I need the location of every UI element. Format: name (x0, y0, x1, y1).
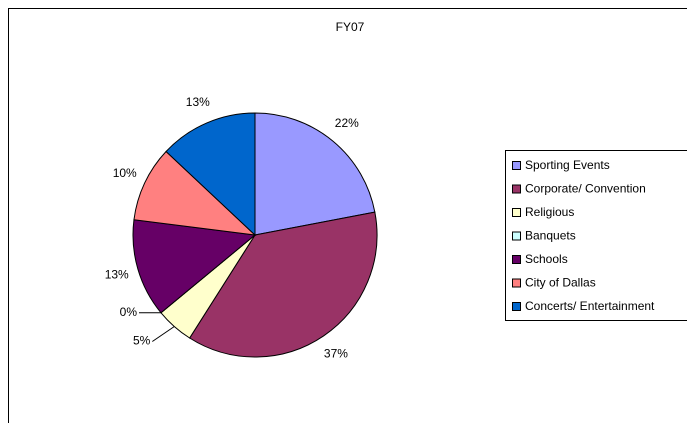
legend-label: Religious (525, 205, 574, 219)
legend-swatch (513, 162, 521, 170)
legend-swatch (513, 279, 521, 287)
legend-swatch (513, 209, 521, 217)
legend-swatch (513, 303, 521, 311)
data-label: 10% (113, 166, 137, 180)
data-label: 5% (133, 334, 151, 348)
legend-label: Schools (525, 252, 568, 266)
chart-title: FY07 (336, 20, 365, 34)
legend-label: City of Dallas (525, 276, 596, 290)
legend-swatch (513, 185, 521, 193)
legend-label: Corporate/ Convention (525, 182, 646, 196)
legend-label: Concerts/ Entertainment (525, 299, 655, 313)
legend-swatch (513, 232, 521, 240)
data-label: 37% (324, 346, 348, 360)
data-label: 13% (105, 267, 129, 281)
data-label: 13% (186, 95, 210, 109)
data-label: 22% (335, 116, 359, 130)
legend-label: Sporting Events (525, 158, 610, 172)
data-label: 0% (120, 305, 138, 319)
legend-label: Banquets (525, 229, 576, 243)
legend-swatch (513, 256, 521, 264)
